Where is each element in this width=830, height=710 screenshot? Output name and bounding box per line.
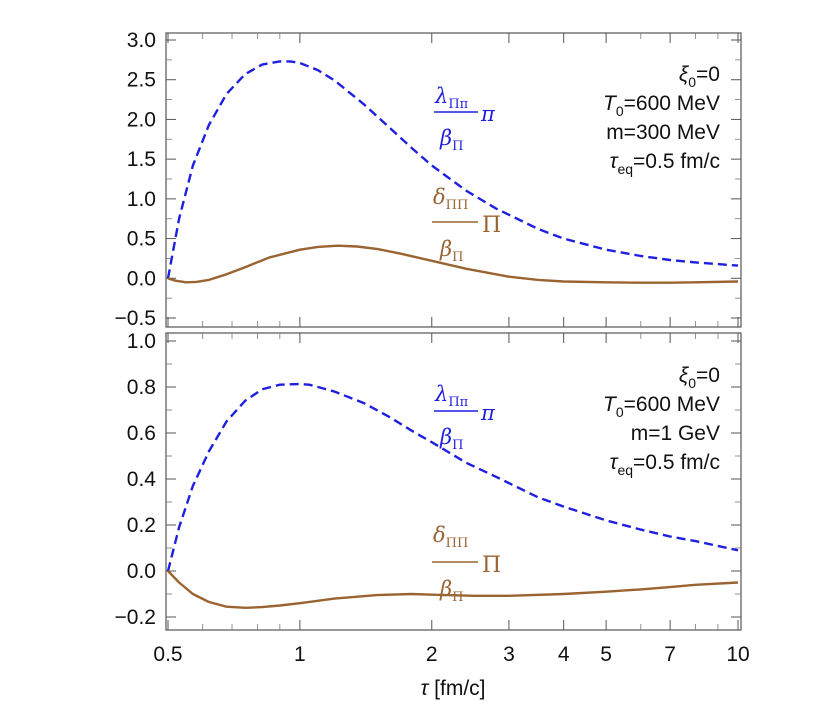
lambda-label-denominator: βΠ bbox=[439, 425, 463, 453]
x-tick-label: 2 bbox=[426, 643, 438, 666]
x-tick-label: 4 bbox=[558, 643, 570, 666]
series-line-lambda bbox=[166, 382, 739, 572]
annotation-taueq: τeq=0.5 fm/c bbox=[610, 451, 720, 478]
delta-label-numerator: δΠΠ bbox=[433, 523, 468, 551]
y-tick-label: 1.0 bbox=[127, 188, 156, 211]
panel-bottom-annotation: ξ0=0 T0=600 MeV m=1 GeV τeq=0.5 fm/c bbox=[603, 364, 720, 478]
y-tick-label: 0.0 bbox=[127, 560, 156, 583]
series-line-delta bbox=[167, 570, 739, 609]
y-tick-label: 2.0 bbox=[127, 108, 156, 131]
series-line-delta bbox=[167, 244, 739, 284]
panel-bottom-ticks bbox=[166, 333, 741, 630]
panel-bottom-delta-label: δΠΠ βΠ Π bbox=[432, 523, 501, 605]
lambda-label-numerator: λΠπ bbox=[434, 84, 469, 112]
lambda-label-tail: π bbox=[480, 401, 496, 425]
y-tick-label: 0.0 bbox=[127, 267, 156, 290]
lambda-label-numerator: λΠπ bbox=[434, 382, 469, 410]
series-line-lambda bbox=[166, 60, 739, 279]
panel-bottom-frame bbox=[165, 332, 742, 631]
panel-top-frame bbox=[165, 32, 742, 328]
x-tick-label: 5 bbox=[600, 643, 612, 666]
x-tick-label: 0.5 bbox=[153, 643, 182, 666]
panel-top-series bbox=[166, 60, 739, 284]
y-tick-label: 3.0 bbox=[127, 29, 156, 52]
panel-bottom-series bbox=[166, 382, 739, 609]
panel-bottom: 1.0 0.8 0.6 0.4 0.2 0.0 −0.2 0.5 1 2 3 4 5 7 10 ξ0=0 … bbox=[115, 330, 750, 666]
y-tick-label: 0.8 bbox=[127, 376, 156, 399]
annotation-xi0: ξ0=0 bbox=[679, 364, 720, 391]
x-tick-label: 7 bbox=[664, 643, 676, 666]
panel-top-lambda-label: λΠπ βΠ π bbox=[434, 84, 496, 154]
annotation-mass: m=300 MeV bbox=[606, 121, 720, 144]
annotation-t0: T0=600 MeV bbox=[603, 393, 720, 420]
panel-top-annotation: ξ0=0 T0=600 MeV m=300 MeV τeq=0.5 fm/c bbox=[603, 63, 720, 177]
annotation-t0: T0=600 MeV bbox=[603, 92, 720, 119]
panel-top-y-tick-labels: 3.0 2.5 2.0 1.5 1.0 0.5 0.0 −0.5 bbox=[115, 29, 156, 330]
delta-label-denominator: βΠ bbox=[439, 237, 463, 265]
annotation-xi0: ξ0=0 bbox=[679, 63, 720, 90]
y-tick-label: −0.2 bbox=[115, 606, 156, 629]
panel-bottom-y-tick-labels: 1.0 0.8 0.6 0.4 0.2 0.0 −0.2 bbox=[115, 330, 157, 629]
delta-label-tail: Π bbox=[482, 213, 501, 238]
y-tick-label: 0.5 bbox=[127, 228, 156, 251]
x-tick-labels: 0.5 1 2 3 4 5 7 10 bbox=[153, 643, 749, 666]
y-tick-label: 0.4 bbox=[127, 468, 157, 491]
delta-label-denominator: βΠ bbox=[439, 577, 463, 605]
x-tick-label: 10 bbox=[726, 643, 749, 666]
y-tick-label: 1.0 bbox=[127, 330, 156, 353]
delta-label-tail: Π bbox=[482, 553, 501, 578]
x-axis-label: τ [fm/c] bbox=[420, 677, 485, 700]
annotation-mass: m=1 GeV bbox=[631, 422, 720, 445]
panel-top-delta-label: δΠΠ βΠ Π bbox=[432, 185, 501, 265]
x-tick-label: 1 bbox=[294, 643, 306, 666]
lambda-label-denominator: βΠ bbox=[439, 126, 463, 154]
y-tick-label: −0.5 bbox=[115, 307, 156, 330]
y-tick-label: 1.5 bbox=[127, 148, 156, 171]
y-tick-label: 0.2 bbox=[127, 514, 156, 537]
lambda-label-tail: π bbox=[480, 102, 496, 126]
annotation-taueq: τeq=0.5 fm/c bbox=[610, 150, 720, 177]
y-tick-label: 2.5 bbox=[127, 69, 156, 92]
x-tick-label: 3 bbox=[503, 643, 515, 666]
panel-top: 3.0 2.5 2.0 1.5 1.0 0.5 0.0 −0.5 ξ0=0 T0=600 Me… bbox=[115, 29, 742, 330]
y-tick-label: 0.6 bbox=[127, 422, 156, 445]
panel-bottom-lambda-label: λΠπ βΠ π bbox=[434, 382, 496, 453]
delta-label-numerator: δΠΠ bbox=[433, 185, 468, 213]
